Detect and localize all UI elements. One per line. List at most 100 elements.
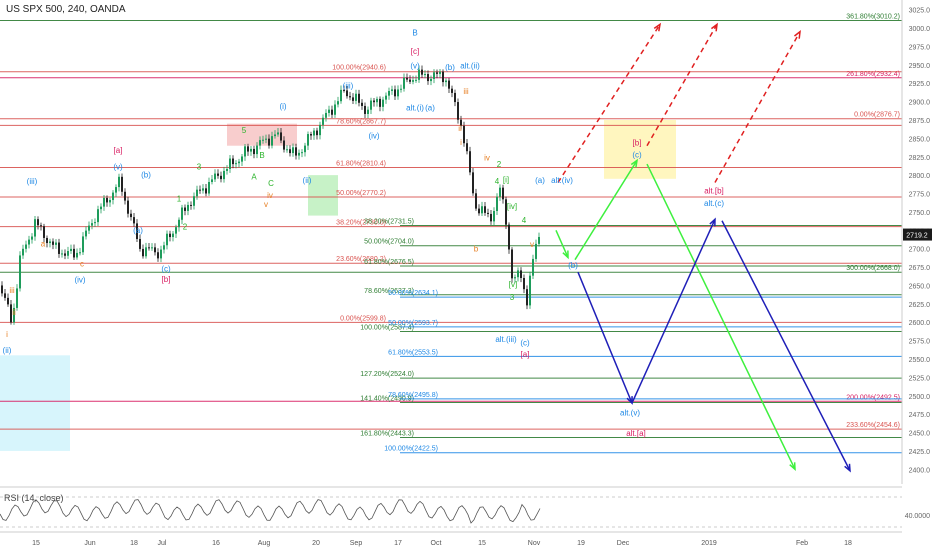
candle-body: [154, 247, 156, 253]
y-tick-label: 3025.0: [909, 8, 931, 15]
candle-body: [535, 243, 537, 259]
candle-body: [178, 219, 180, 228]
candle-body: [277, 132, 279, 135]
candle-body: [361, 102, 363, 106]
candle-body: [337, 101, 339, 105]
candle-body: [211, 179, 213, 183]
candle-body: [406, 77, 408, 80]
candle-body: [61, 253, 63, 255]
candle-body: [397, 89, 399, 97]
projection-green-arrow-head: [789, 462, 796, 472]
level-label: 361.80%(3010.2): [846, 14, 900, 21]
x-tick-label: Sep: [350, 540, 363, 547]
wave-label: ii: [458, 124, 462, 133]
candle-body: [517, 270, 519, 278]
y-tick-label: 2475.0: [909, 412, 931, 419]
x-tick-label: Oct: [431, 540, 442, 547]
level-label: 50.00%(2593.7): [388, 320, 438, 327]
wave-label: (v): [410, 62, 420, 71]
wave-label: b: [474, 245, 479, 254]
candle-body: [166, 233, 168, 246]
candle-body: [184, 207, 186, 211]
candle-body: [37, 219, 39, 226]
projection-red-arrow: [646, 24, 718, 147]
y-tick-label: 2525.0: [909, 375, 931, 382]
candle-body: [43, 226, 45, 238]
wave-label: (b): [141, 170, 151, 179]
candle-body: [10, 304, 12, 323]
level-label: 0.00%(2876.7): [854, 112, 900, 119]
candle-body: [256, 145, 258, 155]
candle-body: [352, 97, 354, 101]
zone-red: [227, 123, 297, 146]
candle-body: [454, 92, 456, 103]
wave-label: (iv): [368, 131, 379, 140]
projection-red-arrow-head: [794, 30, 801, 39]
candle-body: [64, 253, 66, 256]
candle-body: [100, 206, 102, 210]
candle-body: [148, 247, 150, 249]
candle-body: [469, 151, 471, 173]
candle-body: [46, 237, 48, 244]
candle-body: [496, 196, 498, 212]
candle-body: [151, 247, 153, 249]
projection-green-arrow-head: [562, 250, 569, 260]
symbol-title: US SPX 500, 240, OANDA: [6, 4, 126, 15]
y-tick-label: 2975.0: [909, 44, 931, 51]
level-label: 38.20%(2730.0): [336, 220, 386, 227]
candle-body: [181, 207, 183, 220]
candle-body: [103, 197, 105, 207]
projection-blue-arrow: [631, 218, 716, 404]
x-tick-label: Jul: [158, 540, 167, 547]
x-tick-label: 2019: [701, 540, 717, 547]
wave-label: [iv]: [507, 202, 517, 211]
candle-body: [346, 90, 348, 97]
candle-body: [433, 72, 435, 79]
candle-body: [88, 225, 90, 231]
candle-body: [283, 140, 285, 150]
wave-label: ii: [12, 308, 16, 317]
candle-body: [97, 209, 99, 223]
level-label: 38.20%(2731.5): [364, 219, 414, 226]
candle-body: [307, 134, 309, 146]
candle-body: [493, 211, 495, 222]
candle-body: [175, 227, 177, 234]
zone-cyan: [0, 355, 70, 451]
level-label: 50.00%(2770.2): [336, 190, 386, 197]
wave-label: C: [268, 179, 274, 188]
level-label: 78.60%(2495.8): [388, 392, 438, 399]
candle-body: [295, 147, 297, 156]
level-label: 61.80%(2810.4): [336, 160, 386, 167]
level-label: 78.60%(2637.3): [364, 288, 414, 295]
candle-body: [250, 148, 252, 152]
candle-body: [160, 249, 162, 259]
y-tick-label: 2775.0: [909, 192, 931, 199]
x-tick-label: Nov: [528, 540, 541, 547]
wave-label: i: [6, 330, 8, 339]
wave-label: (iv): [74, 276, 85, 285]
candle-body: [499, 187, 501, 197]
y-tick-label: 2875.0: [909, 118, 931, 125]
wave-label: 1: [177, 195, 182, 204]
wave-label: c: [80, 259, 84, 268]
projection-blue-arrow: [721, 220, 851, 472]
wave-label: [b]: [633, 139, 642, 148]
candle-body: [115, 187, 117, 193]
wave-label: v: [530, 240, 534, 249]
y-tick-label: 2400.0: [909, 467, 931, 474]
candle-body: [262, 139, 264, 141]
candle-body: [442, 71, 444, 83]
candle-body: [418, 69, 420, 80]
candle-body: [526, 289, 528, 306]
wave-label: [a]: [114, 146, 123, 155]
wave-label: (iii): [27, 177, 38, 186]
candle-body: [355, 93, 357, 101]
candle-body: [367, 109, 369, 114]
wave-label: (c): [632, 150, 642, 159]
candle-body: [229, 158, 231, 169]
candle-body: [94, 222, 96, 224]
candle-body: [385, 95, 387, 100]
candle-body: [445, 80, 447, 83]
candle-body: [286, 149, 288, 151]
